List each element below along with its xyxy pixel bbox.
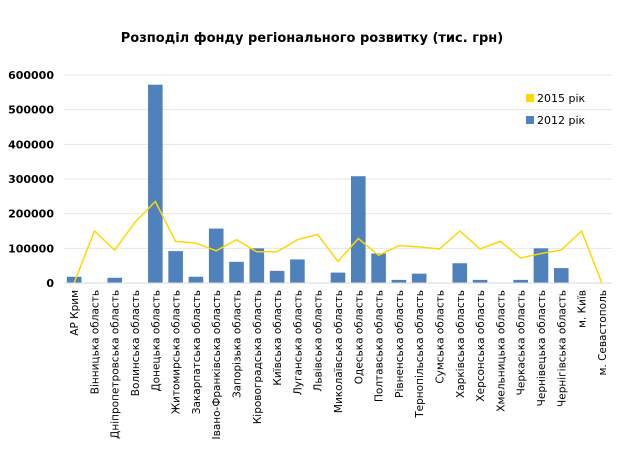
x-tick-label: м. Севастополь — [597, 290, 609, 376]
bar — [66, 276, 82, 283]
x-tick-label: АР Крим — [69, 290, 81, 336]
x-tick-label: Львівська область — [313, 290, 325, 392]
x-tick-label: Харківська область — [455, 290, 467, 398]
bar — [269, 270, 285, 283]
x-tick-label: Донецька область — [150, 290, 162, 392]
x-tick-label: Тернопільська область — [414, 290, 426, 419]
y-tick-label: 500000 — [8, 104, 54, 117]
chart-title: Розподіл фонду регіонального розвитку (т… — [121, 31, 503, 46]
y-tick-label: 0 — [46, 277, 54, 290]
x-tick-label: Сумська область — [434, 290, 446, 384]
x-tick-label: Луганська область — [292, 290, 304, 395]
legend-label: 2012 рік — [537, 114, 586, 127]
bar — [513, 279, 528, 283]
bar — [350, 176, 366, 283]
legend-swatch — [526, 116, 534, 124]
bar — [229, 261, 244, 283]
y-tick-label: 100000 — [8, 242, 54, 255]
x-tick-label: Житомирська область — [171, 290, 183, 414]
line-layer — [73, 200, 603, 284]
legend: 2015 рік 2012 рік — [526, 92, 586, 127]
bar — [208, 228, 224, 283]
x-tick-label: Волинська область — [130, 290, 142, 396]
legend-swatch — [526, 94, 534, 102]
bar — [330, 272, 346, 283]
x-tick-label: Запорізька область — [232, 290, 244, 398]
bar — [148, 84, 163, 283]
bar — [188, 276, 204, 283]
x-tick-label: Дніпропетровська область — [110, 290, 122, 439]
x-tick-label: Закарпатська область — [191, 290, 203, 414]
x-tick-label: Чернігівська область — [556, 290, 568, 407]
bar — [107, 277, 123, 283]
x-tick-label: м. Київ — [577, 290, 589, 328]
x-tick-label: Київська область — [272, 290, 284, 386]
bar — [249, 248, 265, 283]
bar — [290, 259, 305, 283]
y-tick-label: 400000 — [8, 138, 54, 151]
bar — [391, 279, 407, 283]
x-tick-label: Полтавська область — [374, 290, 386, 402]
x-tick-label: Кіровоградська область — [252, 290, 264, 424]
x-tick-label: Одеська область — [353, 290, 365, 384]
x-tick-label: Хмельницька область — [495, 290, 507, 412]
series-line — [73, 200, 603, 284]
bar — [168, 251, 183, 283]
bar — [533, 248, 549, 283]
x-tick-label: Чернівецька область — [536, 290, 548, 406]
bar — [452, 263, 468, 283]
x-tick-label: Івано-Франківська область — [211, 290, 223, 439]
y-tick-label: 300000 — [8, 173, 54, 186]
bar-layer — [66, 84, 569, 283]
x-tick-label: Херсонська область — [475, 290, 487, 402]
bar — [371, 253, 386, 283]
y-tick-label: 200000 — [8, 208, 54, 221]
x-tick-label: Вінницька область — [89, 290, 101, 394]
x-tick-label: Рівненська область — [394, 290, 406, 398]
bar — [553, 268, 569, 283]
axis-layer: 0 100000 200000 300000 400000 500000 600000 АР … — [8, 69, 612, 439]
x-tick-label: Миколаївська область — [333, 290, 345, 413]
x-tick-label: Черкаська область — [516, 290, 528, 395]
bar — [411, 273, 427, 283]
y-tick-label: 600000 — [8, 69, 54, 82]
bar — [472, 279, 488, 283]
legend-label: 2015 рік — [537, 92, 586, 105]
